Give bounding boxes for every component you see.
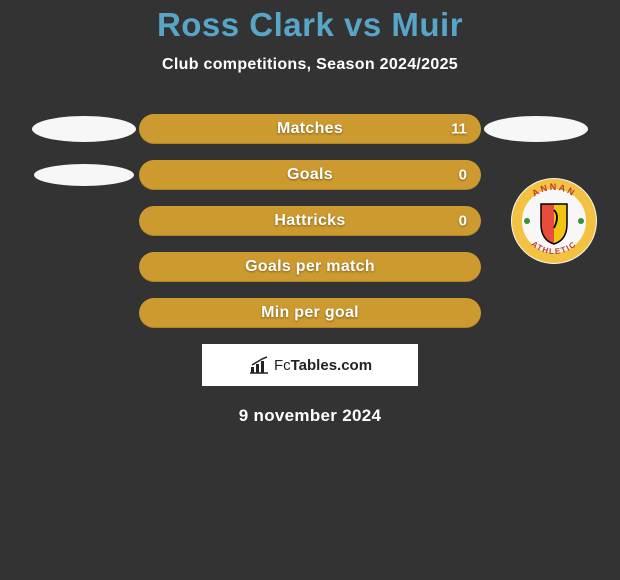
stat-label: Goals bbox=[287, 166, 333, 184]
left-badge-slot bbox=[29, 164, 139, 186]
brand-prefix: Fc bbox=[274, 357, 291, 374]
stat-label: Goals per match bbox=[245, 258, 375, 276]
bar-chart-icon bbox=[248, 355, 270, 375]
stat-row: Min per goal bbox=[0, 298, 620, 328]
stat-value: 0 bbox=[459, 167, 467, 184]
stat-label: Matches bbox=[277, 120, 343, 138]
right-badge-slot bbox=[481, 116, 591, 142]
date-text: 9 november 2024 bbox=[0, 406, 620, 426]
stat-label: Min per goal bbox=[261, 304, 359, 322]
subtitle: Club competitions, Season 2024/2025 bbox=[0, 56, 620, 74]
brand-suffix: Tables.com bbox=[291, 357, 372, 374]
club-badge-icon: ANNAN ATHLETIC bbox=[511, 178, 597, 264]
player-badge-left bbox=[34, 164, 134, 186]
player-badge-left bbox=[32, 116, 136, 142]
brand-box: FcTables.com bbox=[202, 344, 418, 386]
stat-value: 0 bbox=[459, 213, 467, 230]
stat-bar-goals-per-match: Goals per match bbox=[139, 252, 481, 282]
brand-text: FcTables.com bbox=[274, 357, 372, 374]
stat-bar-matches: Matches 11 bbox=[139, 114, 481, 144]
club-crest-icon: ANNAN ATHLETIC bbox=[511, 178, 597, 264]
stat-row: Matches 11 bbox=[0, 114, 620, 144]
stat-value: 11 bbox=[451, 121, 467, 138]
player-badge-right bbox=[484, 116, 588, 142]
stat-bar-goals: Goals 0 bbox=[139, 160, 481, 190]
stat-label: Hattricks bbox=[274, 212, 345, 230]
left-badge-slot bbox=[29, 116, 139, 142]
stat-bar-hattricks: Hattricks 0 bbox=[139, 206, 481, 236]
club-badge-wrap: ANNAN ATHLETIC bbox=[511, 178, 597, 264]
stat-bar-min-per-goal: Min per goal bbox=[139, 298, 481, 328]
page-title: Ross Clark vs Muir bbox=[0, 0, 620, 44]
